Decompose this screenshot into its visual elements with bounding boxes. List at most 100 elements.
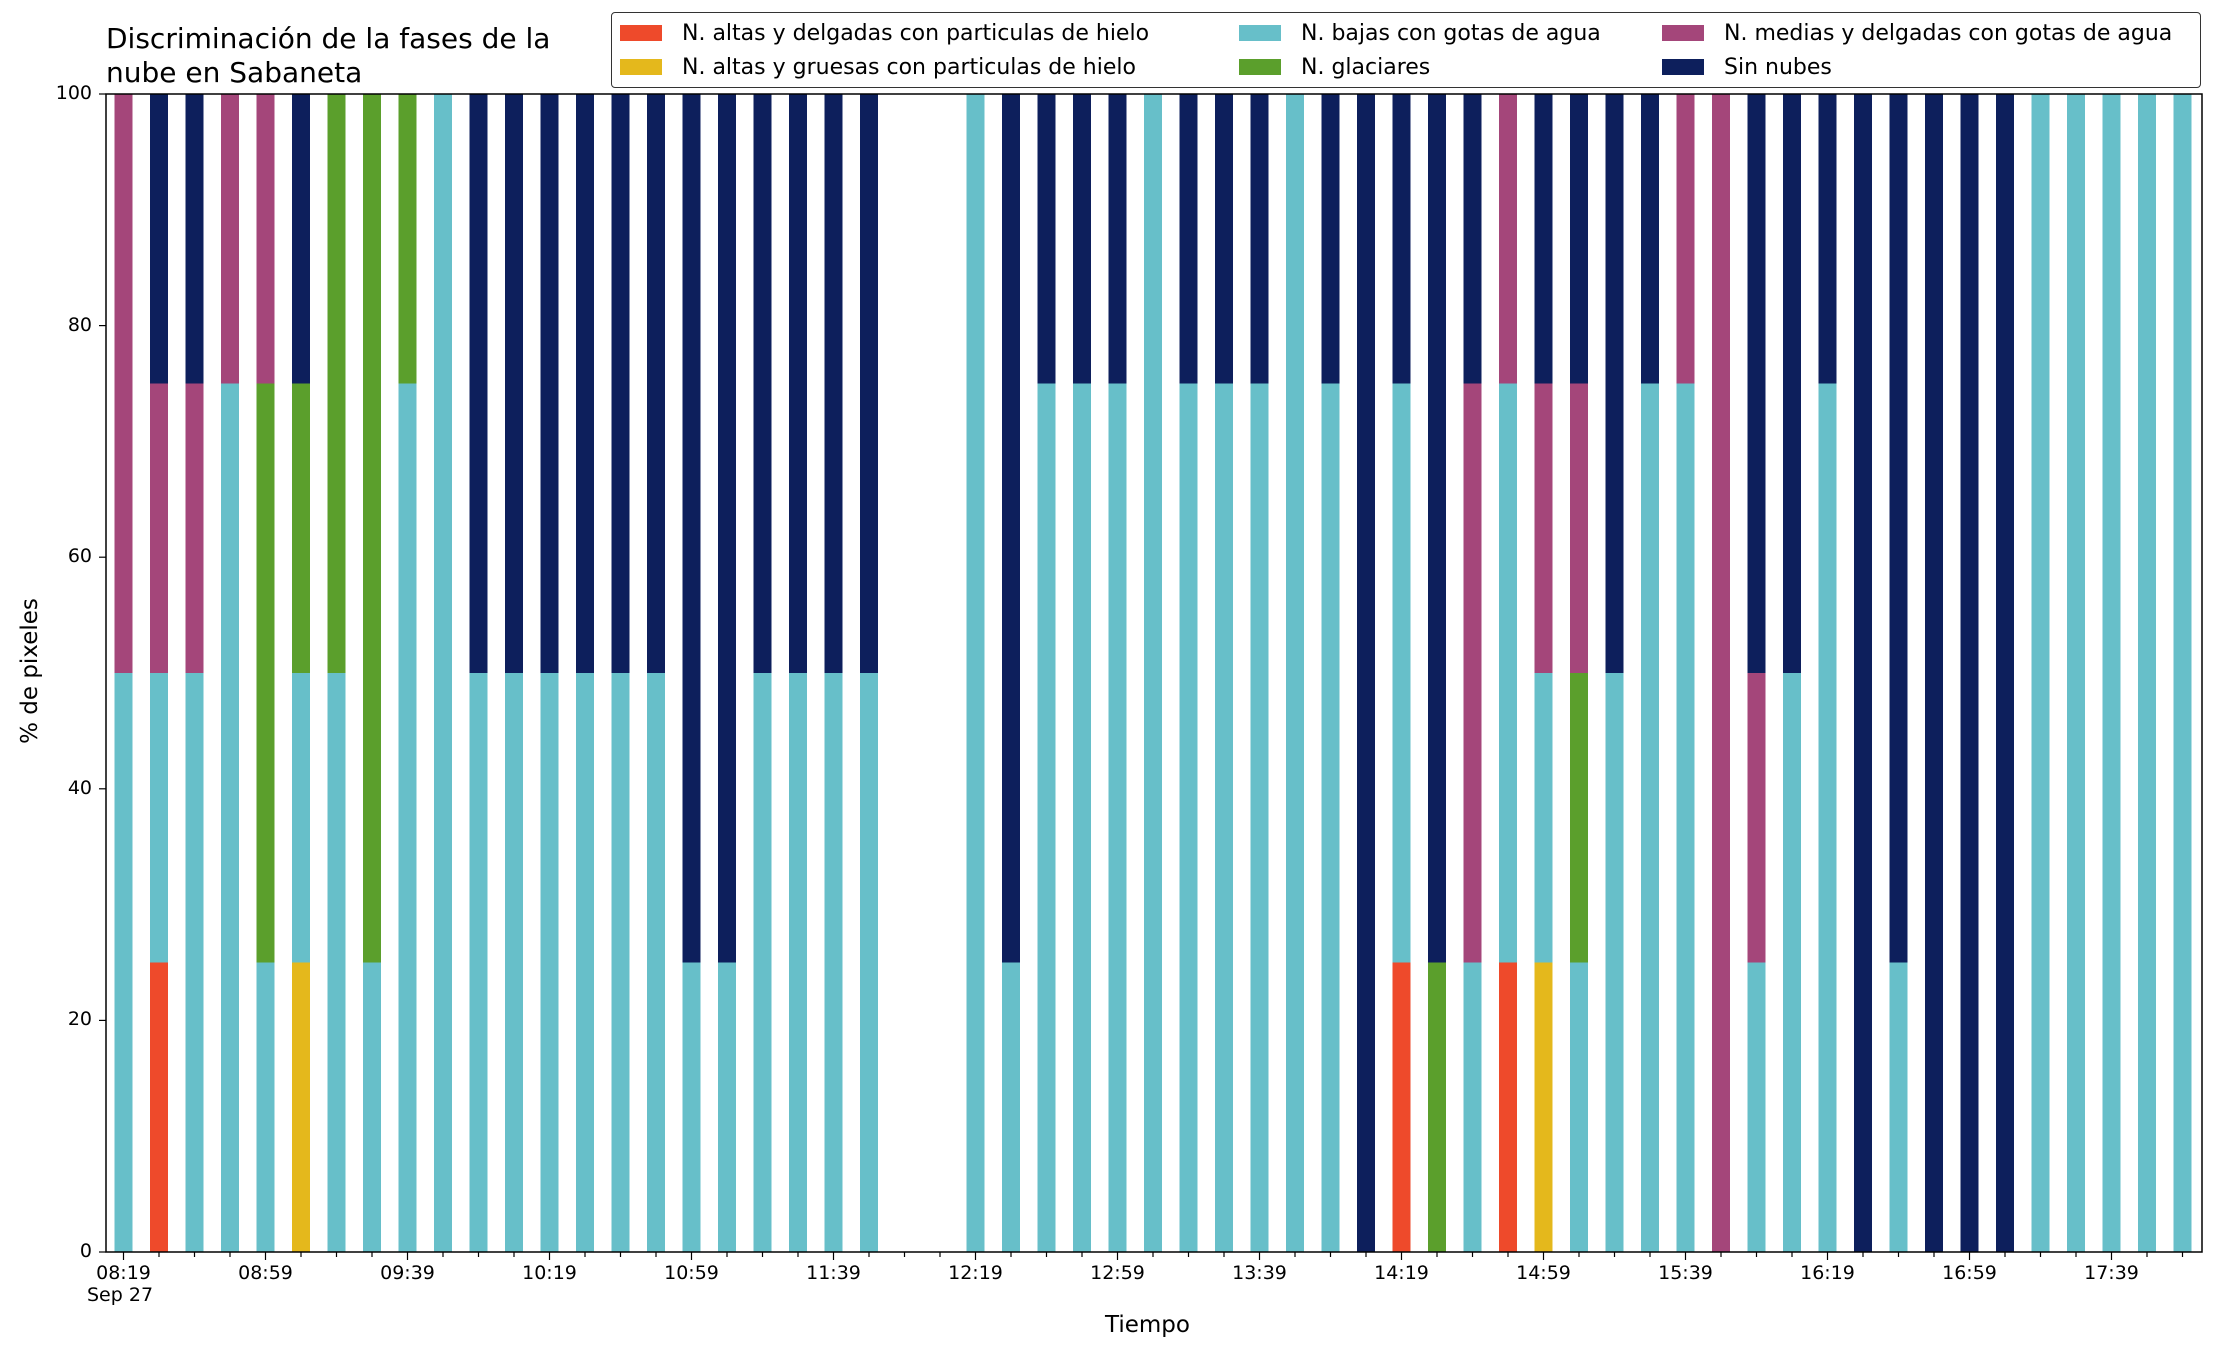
bar-segment xyxy=(647,94,665,673)
bar-segment xyxy=(753,94,772,673)
legend-label: N. bajas con gotas de agua xyxy=(1301,20,1601,46)
bar-segment xyxy=(256,962,275,1252)
bar-segment xyxy=(576,94,594,673)
bar-segment xyxy=(1463,962,1482,1252)
bar-segment xyxy=(185,673,204,1252)
x-tick-label: 17:39 xyxy=(2084,1262,2139,1284)
bar-segment xyxy=(789,94,807,673)
bar-segment xyxy=(1783,673,1801,1252)
bar-segment xyxy=(1002,94,1020,963)
x-tick-label: 14:19 xyxy=(1374,1262,1429,1284)
bar-segment xyxy=(1463,94,1482,384)
bar-segment xyxy=(256,383,275,963)
bar-segment xyxy=(1463,383,1482,963)
bar-segment xyxy=(1534,383,1553,673)
bar-segment xyxy=(1818,94,1837,384)
bar-segment xyxy=(469,673,488,1252)
axis-ticks xyxy=(99,93,2184,1260)
bar-segment xyxy=(2031,94,2050,1252)
x-tick-label: 10:19 xyxy=(522,1262,577,1284)
bar-segment xyxy=(860,673,878,1252)
bar-segment xyxy=(505,673,523,1252)
legend-swatch xyxy=(1239,59,1281,75)
legend-swatch xyxy=(1662,25,1704,41)
bar-segment xyxy=(1499,94,1517,384)
bar-segment xyxy=(753,673,772,1252)
bar-segment xyxy=(292,673,310,963)
bar-segment xyxy=(327,94,346,673)
legend-item-sin-nubes: Sin nubes xyxy=(1662,52,1832,82)
bar-segment xyxy=(611,673,630,1252)
legend-item-thick-high-ice: N. altas y gruesas con particulas de hie… xyxy=(620,52,1136,82)
bar-segment xyxy=(1960,94,1979,1252)
legend-swatch xyxy=(620,59,662,75)
bar-segment xyxy=(327,673,346,1252)
legend: N. altas y delgadas con particulas de hi… xyxy=(611,12,2201,88)
legend-label: N. altas y delgadas con particulas de hi… xyxy=(682,20,1150,46)
bar-segment xyxy=(1215,383,1233,1252)
bar-segment xyxy=(469,94,488,673)
y-tick-label: 0 xyxy=(79,1240,92,1262)
bar-segment xyxy=(966,94,985,1252)
bar-segment xyxy=(1676,94,1695,384)
bar-segment xyxy=(2102,94,2121,1252)
x-tick-label: 12:19 xyxy=(948,1262,1003,1284)
bar-segment xyxy=(221,94,239,384)
bar-segment xyxy=(398,94,417,384)
bar-segment xyxy=(1215,94,1233,384)
x-tick-label: 14:59 xyxy=(1516,1262,1571,1284)
bar-segment xyxy=(114,94,133,673)
bar-segment xyxy=(682,94,701,963)
bars-group xyxy=(114,94,2192,1252)
legend-swatch xyxy=(1239,25,1281,41)
bar-segment xyxy=(1996,94,2014,1252)
bar-segment xyxy=(114,673,133,1252)
bar-segment xyxy=(824,94,843,673)
legend-label: N. medias y delgadas con gotas de agua xyxy=(1724,20,2173,46)
bar-segment xyxy=(576,673,594,1252)
bar-segment xyxy=(1570,962,1588,1252)
bar-segment xyxy=(1392,383,1411,963)
bar-segment xyxy=(1428,962,1446,1252)
bar-segment xyxy=(1392,94,1411,384)
bar-segment xyxy=(2138,94,2156,1252)
bar-segment xyxy=(1534,673,1553,963)
bar-segment xyxy=(1179,383,1198,1252)
bar-segment xyxy=(789,673,807,1252)
bar-segment xyxy=(185,94,204,384)
y-tick-label: 80 xyxy=(67,313,92,336)
bar-segment xyxy=(1108,383,1127,1252)
x-tick-label: 08:59 xyxy=(238,1262,293,1284)
bar-segment xyxy=(1605,673,1624,1252)
bar-segment xyxy=(150,94,168,384)
bar-segment xyxy=(1641,383,1659,1252)
bar-segment xyxy=(221,383,239,1252)
bar-segment xyxy=(1889,962,1908,1252)
legend-item-mid-water: N. medias y delgadas con gotas de agua xyxy=(1662,18,2172,48)
bar-segment xyxy=(256,94,275,384)
x-axis-label: Tiempo xyxy=(1105,1312,1190,1338)
legend-item-thin-high-ice: N. altas y delgadas con particulas de hi… xyxy=(620,18,1149,48)
bar-segment xyxy=(1747,94,1766,673)
bar-segment xyxy=(1570,94,1588,384)
bar-segment xyxy=(1144,94,1162,1252)
legend-label: Sin nubes xyxy=(1724,54,1832,80)
x-tick-label: 16:59 xyxy=(1942,1262,1997,1284)
bar-segment xyxy=(185,383,204,673)
x-date-label: Sep 27 xyxy=(87,1284,154,1306)
bar-segment xyxy=(647,673,665,1252)
bar-segment xyxy=(434,94,452,1252)
plot-frame xyxy=(105,93,2203,1253)
legend-swatch xyxy=(1662,59,1704,75)
bar-segment xyxy=(1570,673,1588,963)
bar-segment xyxy=(1073,383,1091,1252)
x-tick-label: 08:19 xyxy=(96,1262,151,1284)
bar-segment xyxy=(1747,962,1766,1252)
bar-segment xyxy=(1605,94,1624,673)
legend-swatch xyxy=(620,25,662,41)
bar-segment xyxy=(1854,94,1872,1252)
bar-segment xyxy=(292,383,310,673)
bar-segment xyxy=(363,962,381,1252)
bar-segment xyxy=(150,962,168,1252)
